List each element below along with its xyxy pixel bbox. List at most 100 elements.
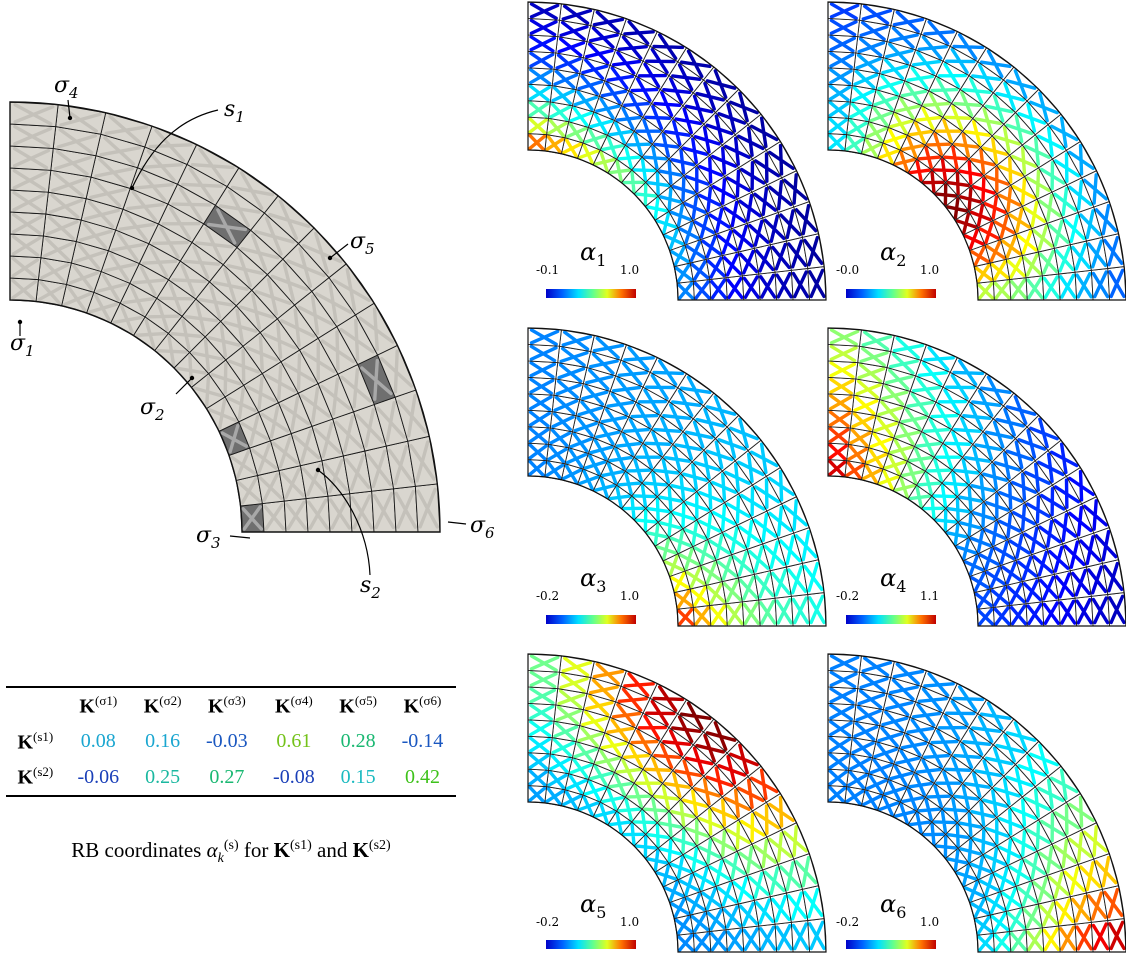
field-cell (709, 277, 728, 301)
field-cell (714, 100, 749, 136)
field-cell (692, 930, 712, 953)
panel-1-min: -0.1 (536, 263, 559, 277)
mesh-cell (311, 276, 357, 328)
mesh-cell (280, 349, 319, 394)
field-cell (769, 240, 792, 273)
field-cell (961, 117, 993, 149)
mesh-cell (37, 257, 72, 285)
field-cell (855, 362, 888, 385)
field-cell (705, 907, 727, 932)
panel-1-max: 1.0 (620, 263, 639, 277)
label-sigma2: σ2 (140, 395, 165, 424)
field-cell (1025, 275, 1045, 301)
field-cell (774, 269, 794, 301)
domain-mesh-diagram (9, 99, 467, 576)
field-cell (725, 601, 745, 627)
field-cell (1002, 392, 1040, 428)
field-cell (893, 747, 923, 773)
field-cell (864, 447, 889, 470)
field-cell (696, 480, 726, 512)
leader-s1 (131, 109, 219, 189)
field-cell (890, 8, 927, 35)
field-cell (827, 735, 853, 755)
field-cell (1081, 496, 1110, 534)
mesh-cell (70, 240, 109, 273)
sample-cell (357, 354, 396, 406)
field-cell (973, 914, 994, 936)
field-cell (848, 101, 873, 123)
label-sigma1: σ1 (10, 331, 35, 360)
field-cell (957, 511, 984, 539)
mesh-cell (393, 485, 419, 533)
field-cell (976, 932, 995, 953)
field-cell (969, 244, 991, 268)
mesh-cell (47, 169, 92, 200)
panel-1-colorbar (546, 289, 636, 298)
field-cell (679, 787, 711, 819)
field-cell (613, 430, 644, 458)
mesh-cell (9, 145, 54, 171)
field-cell (827, 768, 850, 788)
field-cell (968, 528, 994, 555)
field-cell (672, 756, 705, 789)
field-cell (560, 789, 584, 811)
field-cell (1005, 581, 1027, 606)
field-cell (968, 712, 1005, 746)
mesh-cell (263, 195, 315, 245)
field-cell (853, 378, 884, 401)
panel-outline (527, 1, 827, 301)
field-cell (1000, 233, 1023, 260)
panel-3 (527, 327, 827, 627)
field-cell (659, 74, 694, 107)
field-cell (785, 888, 809, 923)
field-cell (549, 737, 577, 759)
mesh-cell (40, 235, 77, 264)
mesh-cell (283, 498, 309, 533)
field-cell (1026, 414, 1062, 452)
field-cell (734, 123, 768, 160)
leader-s2 (317, 469, 371, 576)
field-cell (684, 239, 707, 264)
panel-5 (527, 653, 827, 953)
field-cell (1014, 752, 1049, 788)
field-cell (992, 930, 1012, 953)
field-cell (827, 752, 851, 771)
field-cell (924, 130, 953, 158)
table-row: K(s1) 0.08 0.16 -0.03 0.61 0.28 -0.14 (6, 724, 456, 760)
field-cell (942, 428, 974, 458)
mesh-cell (9, 277, 39, 302)
field-cell (827, 83, 853, 103)
col-header: K(σ5) (339, 693, 378, 718)
field-cell (968, 854, 994, 881)
field-cell (972, 430, 1005, 463)
field-cell (668, 60, 705, 94)
field-cell (942, 102, 974, 132)
field-cell (709, 929, 728, 953)
field-cell (992, 278, 1012, 301)
mesh-cell (261, 500, 287, 533)
col-header: K(σ3) (207, 693, 246, 718)
mesh-cell (337, 363, 375, 413)
field-cell (714, 752, 749, 788)
field-cell (1031, 874, 1055, 905)
field-cell (557, 345, 592, 369)
field-cell (827, 360, 859, 380)
field-cell (1008, 796, 1040, 830)
field-cell (827, 719, 855, 739)
field-cell (913, 104, 944, 132)
field-cell (857, 19, 892, 43)
mesh-cell (269, 433, 302, 472)
field-cell (734, 775, 768, 812)
field-cell (546, 769, 570, 791)
field-cell (682, 418, 717, 451)
field-cell (571, 741, 600, 765)
mesh-cell (9, 123, 57, 149)
field-cell (920, 670, 958, 699)
field-cell (599, 460, 626, 486)
field-cell (676, 932, 695, 953)
field-cell (527, 83, 553, 103)
field-cell (527, 17, 560, 38)
field-cell (559, 329, 595, 353)
field-cell (753, 896, 776, 927)
field-cell (621, 742, 653, 770)
